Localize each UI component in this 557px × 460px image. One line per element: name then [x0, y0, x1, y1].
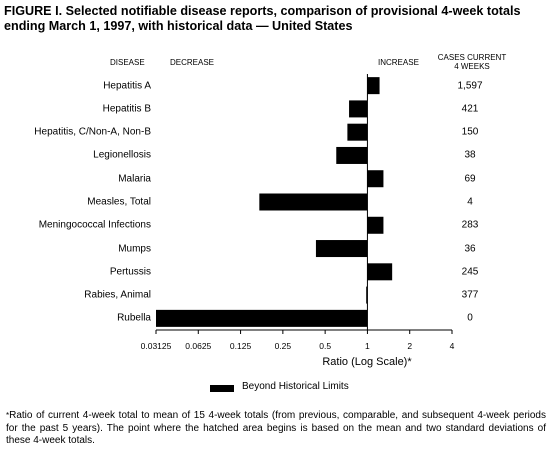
x-tick-label: 2 — [407, 341, 413, 351]
category-label: Rabies, Animal — [84, 289, 151, 301]
category-label: Measles, Total — [87, 196, 151, 208]
cases-value: 0 — [467, 312, 473, 324]
category-label: Meningococcal Infections — [38, 219, 151, 231]
x-axis-label: Ratio (Log Scale)* — [322, 356, 412, 368]
footnote-text: Ratio of current 4-week total to mean of… — [6, 410, 546, 446]
legend-label: Beyond Historical Limits — [242, 381, 349, 392]
x-tick-label: 0.125 — [229, 341, 252, 351]
cases-value: 283 — [461, 219, 479, 231]
category-label: Malaria — [118, 173, 151, 185]
figure-title: FIGURE I. Selected notifiable disease re… — [4, 4, 521, 33]
cases-value: 377 — [461, 289, 479, 301]
category-label: Pertussis — [109, 266, 151, 278]
category-label: Rubella — [117, 312, 151, 324]
x-tick-label: 0.5 — [319, 341, 332, 351]
bar — [366, 286, 368, 304]
x-tick-label: 0.25 — [274, 341, 292, 351]
x-tick-label: 4 — [449, 341, 455, 351]
legend-swatch — [210, 385, 234, 392]
cases-value: 421 — [461, 103, 479, 115]
x-tick-label: 1 — [365, 341, 370, 351]
x-tick-label: 0.0625 — [185, 341, 212, 351]
footnote: *Ratio of current 4-week total to mean o… — [6, 410, 546, 448]
bar — [156, 309, 368, 327]
cases-header-line-1: CASES CURRENT — [437, 53, 507, 62]
bar — [347, 123, 368, 141]
disease-column-header: DISEASE — [110, 58, 145, 67]
bar — [259, 193, 368, 211]
cases-header-line-2: 4 WEEKS — [454, 62, 490, 71]
bar — [367, 216, 384, 234]
bar — [315, 240, 368, 258]
cases-value: 1,597 — [457, 80, 483, 92]
decrease-header: DECREASE — [170, 58, 215, 67]
bar — [336, 146, 368, 164]
bar — [349, 100, 368, 118]
bar — [367, 77, 380, 95]
bar — [367, 170, 384, 188]
footnote-mark: * — [6, 411, 10, 420]
cases-column-header: CASES CURRENT 4 WEEKS — [430, 53, 514, 71]
category-label: Mumps — [118, 243, 151, 255]
increase-header: INCREASE — [378, 58, 419, 67]
bar — [367, 263, 393, 281]
category-label: Hepatitis A — [103, 80, 151, 92]
cases-value: 38 — [464, 149, 476, 161]
cases-value: 245 — [461, 266, 479, 278]
category-label: Hepatitis, C/Non-A, Non-B — [34, 126, 151, 138]
x-tick-label: 0.03125 — [140, 341, 172, 351]
category-label: Hepatitis B — [102, 103, 151, 115]
category-label: Legionellosis — [93, 149, 151, 161]
cases-value: 36 — [464, 243, 476, 255]
cases-value: 4 — [467, 196, 473, 208]
cases-value: 150 — [461, 126, 479, 138]
cases-value: 69 — [464, 173, 476, 185]
